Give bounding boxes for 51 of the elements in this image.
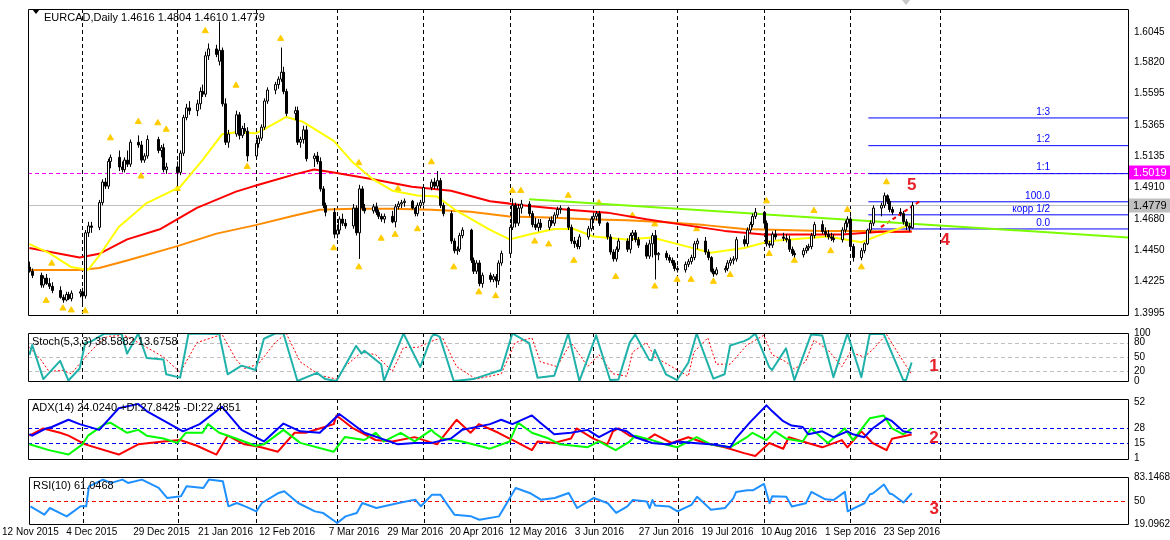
y-tick-label: 1.5135	[1134, 150, 1166, 162]
annotation: 1	[929, 355, 939, 375]
y-tick-label: 15	[1134, 436, 1146, 448]
series-label: 0.0	[1036, 216, 1051, 228]
y-tick-label: 50	[1134, 350, 1146, 362]
annotation: 3	[929, 499, 939, 519]
annotation: 2	[929, 427, 939, 447]
x-tick-label: 12 Nov 2015	[2, 525, 60, 537]
x-tick-label: 12 May 2016	[509, 525, 568, 537]
y-tick-label: 19.0962	[1134, 517, 1170, 529]
x-tick-label: 1 Sep 2016	[824, 525, 877, 537]
series-label: 100.0	[1025, 189, 1051, 201]
y-tick-label: 1.5595	[1134, 87, 1166, 99]
x-tick-label: 3 Jun 2016	[574, 525, 625, 537]
y-tick-label: 100	[1134, 326, 1152, 338]
annotation: 5	[906, 175, 917, 195]
series-label: 1:2	[1036, 133, 1051, 145]
y-tick-label: 0	[1134, 374, 1140, 386]
y-tick-label: 1.6045	[1134, 25, 1166, 37]
ref-line-label: 1.5019	[1133, 165, 1167, 178]
y-tick-label: 1.4680	[1134, 212, 1166, 224]
x-tick-label: 29 Dec 2015	[133, 525, 191, 537]
x-tick-label: 10 Aug 2016	[761, 525, 818, 537]
y-tick-label: 83.1468	[1134, 470, 1170, 482]
ref-line-label: 1.4779	[1133, 198, 1167, 211]
series-label: корр 1/2	[1012, 202, 1051, 214]
y-tick-label: 1.5820	[1134, 56, 1166, 68]
y-tick-label: 50	[1134, 495, 1146, 507]
x-tick-label: 7 Mar 2016	[328, 525, 380, 537]
y-tick-label: 1.4450	[1134, 244, 1166, 256]
x-tick-label: 20 Apr 2016	[449, 525, 505, 537]
x-tick-label: 4 Dec 2015	[66, 525, 118, 537]
annotation: 4	[940, 230, 951, 250]
x-tick-label: 19 Jul 2016	[701, 525, 755, 537]
x-tick-label: 12 Feb 2016	[258, 525, 316, 537]
y-tick-label: 1.5365	[1134, 118, 1166, 130]
y-tick-label: 1	[1134, 452, 1140, 464]
series-label: 1:3	[1036, 105, 1051, 117]
y-tick-label: 20	[1134, 365, 1146, 377]
x-tick-label: 23 Sep 2016	[883, 525, 941, 537]
chart-title: EURCAD,Daily 1.4616 1.4804 1.4610 1.4779	[44, 10, 265, 23]
y-tick-label: 28	[1134, 422, 1146, 434]
y-tick-label: 52	[1134, 395, 1146, 407]
series-label: 1:1	[1036, 161, 1051, 173]
x-tick-label: 21 Jan 2016	[198, 525, 254, 537]
x-tick-label: 29 Mar 2016	[387, 525, 444, 537]
y-tick-label: 1.4225	[1134, 275, 1166, 287]
y-tick-label: 1.3995	[1134, 306, 1166, 318]
y-tick-label: 1.4910	[1134, 181, 1166, 193]
x-tick-label: 27 Jun 2016	[638, 525, 695, 537]
y-tick-label: 80	[1134, 336, 1146, 348]
